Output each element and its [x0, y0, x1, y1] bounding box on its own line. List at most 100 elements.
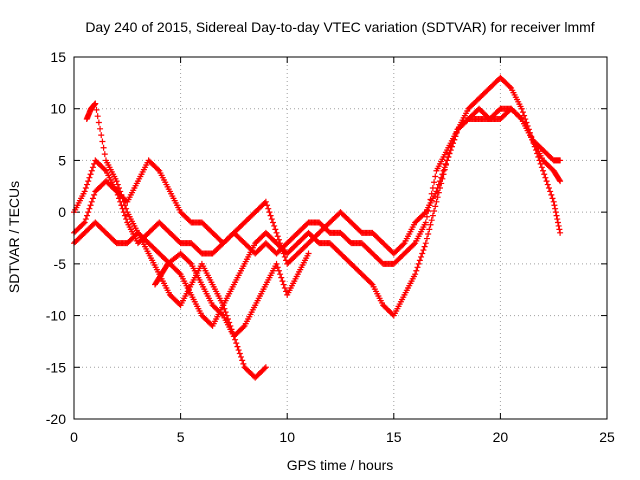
- data-point: [281, 253, 288, 260]
- data-point: [450, 140, 457, 147]
- data-point: [553, 212, 560, 219]
- data-point: [551, 202, 558, 209]
- data-point: [554, 216, 561, 223]
- x-tick-label: 25: [599, 429, 615, 445]
- data-point: [240, 324, 247, 331]
- data-point: [82, 185, 89, 192]
- data-point: [368, 280, 375, 287]
- data-point: [117, 188, 124, 195]
- data-point: [552, 209, 559, 216]
- data-point: [435, 181, 442, 188]
- y-tick-label: -5: [54, 256, 67, 272]
- axis-ticks: [73, 56, 608, 420]
- data-point: [419, 250, 426, 257]
- x-tick-label: 20: [493, 429, 509, 445]
- data-point: [441, 164, 448, 171]
- data-point: [240, 360, 247, 367]
- data-point: [556, 226, 563, 233]
- data-point: [534, 150, 541, 157]
- data-point: [519, 109, 526, 116]
- x-axis-label: GPS time / hours: [287, 457, 394, 473]
- data-point: [85, 209, 92, 216]
- y-tick-label: 0: [58, 204, 66, 220]
- data-point: [268, 216, 275, 223]
- data-point: [410, 241, 417, 248]
- plot-frame: [73, 56, 608, 420]
- data-point: [413, 267, 420, 274]
- data-point: [275, 236, 282, 243]
- data-point: [541, 171, 548, 178]
- data-point: [420, 247, 427, 254]
- data-point: [235, 347, 242, 354]
- data-point: [445, 153, 452, 160]
- data-point: [89, 195, 96, 202]
- data-point: [88, 167, 95, 174]
- x-tick-label: 0: [70, 429, 78, 445]
- data-point: [92, 100, 99, 107]
- data-point: [555, 222, 562, 229]
- data-point: [554, 219, 561, 226]
- x-tick-label: 10: [279, 429, 295, 445]
- data-point: [432, 173, 439, 180]
- data-point: [116, 185, 123, 192]
- data-point: [155, 166, 162, 173]
- data-point: [101, 166, 108, 173]
- y-tick-label: 15: [50, 49, 66, 65]
- data-point: [85, 178, 92, 185]
- series-track-e: [152, 250, 312, 340]
- data-point: [416, 257, 423, 264]
- data-point: [277, 240, 284, 247]
- data-point: [84, 181, 91, 188]
- y-tick-label: -10: [46, 308, 66, 324]
- data-point: [269, 219, 276, 226]
- data-point: [434, 185, 441, 192]
- data-point: [97, 125, 104, 132]
- data-point: [444, 157, 451, 164]
- data-point: [262, 198, 269, 205]
- data-point: [176, 270, 183, 277]
- data-point: [518, 105, 525, 112]
- data-point: [421, 210, 428, 217]
- data-point: [448, 143, 455, 150]
- data-point: [119, 195, 126, 202]
- data-point: [80, 220, 87, 227]
- data-point: [265, 205, 272, 212]
- data-point: [434, 194, 441, 201]
- data-point: [431, 179, 438, 186]
- data-point: [440, 167, 447, 174]
- data-point: [433, 198, 440, 205]
- data-point: [432, 203, 439, 210]
- data-point: [233, 340, 240, 347]
- data-point: [433, 188, 440, 195]
- data-point: [95, 119, 102, 126]
- y-tick-label: 5: [58, 152, 66, 168]
- data-point: [425, 230, 432, 237]
- data-point: [84, 212, 91, 219]
- y-tick-label: 10: [50, 101, 66, 117]
- data-point: [536, 157, 543, 164]
- data-point: [101, 151, 108, 158]
- data-point: [521, 112, 528, 119]
- data-point: [271, 222, 278, 229]
- data-point: [118, 191, 125, 198]
- data-point: [538, 164, 545, 171]
- data-point: [123, 205, 130, 212]
- data-point: [91, 191, 98, 198]
- data-point: [535, 153, 542, 160]
- data-point: [98, 132, 105, 139]
- data-point: [280, 250, 287, 257]
- x-tick-label: 5: [177, 429, 185, 445]
- data-point: [423, 235, 430, 242]
- data-point: [517, 114, 524, 121]
- data-point: [414, 264, 421, 271]
- data-point: [421, 243, 428, 250]
- data-point: [81, 219, 88, 226]
- tick-labels: 0 5 10 15 20 25 -20 -15 -10 -5 0 5 10 15: [46, 49, 615, 445]
- chart-title: Day 240 of 2015, Sidereal Day-to-day VTE…: [85, 19, 594, 35]
- data-point: [100, 144, 107, 151]
- data-point: [114, 181, 121, 188]
- data-point: [267, 212, 274, 219]
- data-point: [219, 311, 226, 318]
- data-point: [415, 260, 422, 267]
